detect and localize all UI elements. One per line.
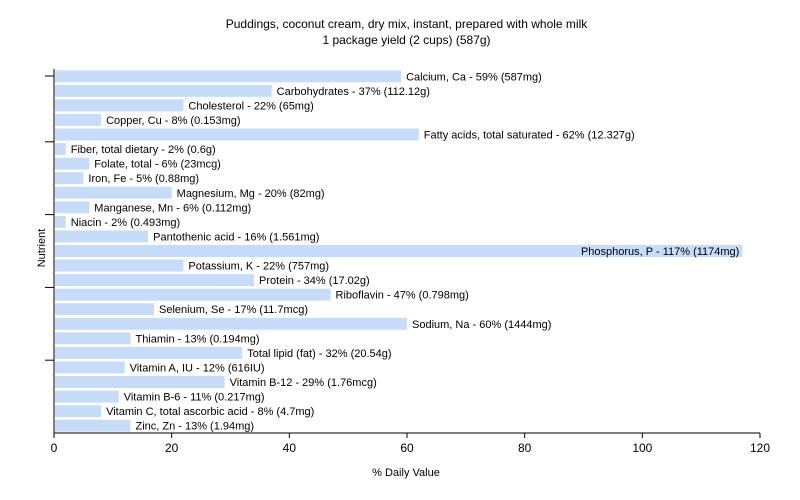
x-tick-label: 80 bbox=[518, 441, 532, 455]
bar-fiber-total-dietary bbox=[55, 143, 66, 156]
bar-label: Vitamin B-6 - 11% (0.217mg) bbox=[124, 392, 265, 404]
chart-subtitle: 1 package yield (2 cups) (587g) bbox=[322, 33, 491, 47]
bars-layer: Calcium, Ca - 59% (587mg) Carbohydrates -… bbox=[55, 70, 743, 433]
bar-sodium-na bbox=[55, 317, 407, 330]
bar-label: Vitamin A, IU - 12% (616IU) bbox=[130, 362, 265, 374]
bar-vitamin-b-6 bbox=[55, 390, 119, 403]
bar-cholesterol bbox=[55, 99, 184, 112]
bar-manganese-mn bbox=[55, 201, 90, 214]
bar-label: Fatty acids, total saturated - 62% (12.3… bbox=[424, 130, 635, 142]
bar-selenium-se bbox=[55, 303, 155, 316]
bar-label: Vitamin C, total ascorbic acid - 8% (4.7… bbox=[106, 406, 314, 418]
bar-protein bbox=[55, 274, 255, 287]
chart-title: Puddings, coconut cream, dry mix, instan… bbox=[225, 17, 588, 31]
bar-label: Vitamin B-12 - 29% (1.76mcg) bbox=[230, 377, 377, 389]
bar-label: Fiber, total dietary - 2% (0.6g) bbox=[71, 144, 216, 156]
bar-thiamin bbox=[55, 332, 131, 345]
x-axis-title: % Daily Value bbox=[372, 467, 440, 479]
bar-magnesium-mg bbox=[55, 186, 172, 199]
bar-label: Protein - 34% (17.02g) bbox=[259, 275, 370, 287]
chart-title-block: Puddings, coconut cream, dry mix, instan… bbox=[0, 16, 800, 48]
bar-riboflavin bbox=[55, 288, 331, 301]
bar-label: Pantothenic acid - 16% (1.561mg) bbox=[153, 231, 319, 243]
axes-layer: 0 20 40 60 80 100 120 bbox=[45, 69, 770, 455]
bar-label: Total lipid (fat) - 32% (20.54g) bbox=[247, 348, 391, 360]
bar-pantothenic-acid bbox=[55, 230, 149, 243]
bar-vitamin-a-iu bbox=[55, 361, 125, 374]
bar-label: Carbohydrates - 37% (112.12g) bbox=[277, 86, 430, 98]
bar-calcium-ca bbox=[55, 70, 402, 83]
bar-label: Zinc, Zn - 13% (1.94mg) bbox=[135, 421, 254, 433]
bar-label: Iron, Fe - 5% (0.88mg) bbox=[88, 173, 199, 185]
x-tick-label: 0 bbox=[51, 441, 58, 455]
bar-label: Niacin - 2% (0.493mg) bbox=[71, 217, 180, 229]
bar-label: Potassium, K - 22% (757mg) bbox=[188, 261, 329, 273]
bar-label: Calcium, Ca - 59% (587mg) bbox=[406, 71, 542, 83]
bar-total-lipid-fat bbox=[55, 346, 243, 359]
bar-potassium-k bbox=[55, 259, 184, 272]
x-tick-label: 40 bbox=[283, 441, 297, 455]
bar-label: Sodium, Na - 60% (1444mg) bbox=[412, 319, 551, 331]
bar-label: Selenium, Se - 17% (11.7mcg) bbox=[159, 304, 308, 316]
bar-label: Thiamin - 13% (0.194mg) bbox=[135, 333, 259, 345]
bar-label: Riboflavin - 47% (0.798mg) bbox=[336, 290, 469, 302]
bar-label: Cholesterol - 22% (65mg) bbox=[188, 100, 313, 112]
bar-label: Magnesium, Mg - 20% (82mg) bbox=[177, 188, 325, 200]
bar-label: Manganese, Mn - 6% (0.112mg) bbox=[94, 202, 251, 214]
x-tick-label: 100 bbox=[632, 441, 652, 455]
x-tick-label: 60 bbox=[400, 441, 414, 455]
bar-iron-fe bbox=[55, 172, 84, 185]
bar-niacin bbox=[55, 215, 66, 228]
bar-folate-total bbox=[55, 157, 90, 170]
bar-fatty-acids-total-saturated bbox=[55, 128, 419, 141]
bar-label: Phosphorus, P - 117% (1174mg) bbox=[581, 246, 739, 258]
bar-phosphorus-p bbox=[55, 245, 743, 257]
x-tick-label: 20 bbox=[165, 441, 179, 455]
y-axis-title: Nutrient bbox=[36, 229, 48, 268]
bar-zinc-zn bbox=[55, 419, 131, 432]
bar-label: Copper, Cu - 8% (0.153mg) bbox=[106, 115, 241, 127]
bar-vitamin-c-total-ascorbic-acid bbox=[55, 405, 102, 418]
bar-label: Folate, total - 6% (23mcg) bbox=[94, 159, 221, 171]
bar-copper-cu bbox=[55, 113, 102, 126]
x-tick-label: 120 bbox=[750, 441, 770, 455]
bar-vitamin-b-12 bbox=[55, 376, 225, 389]
bar-carbohydrates bbox=[55, 84, 272, 97]
